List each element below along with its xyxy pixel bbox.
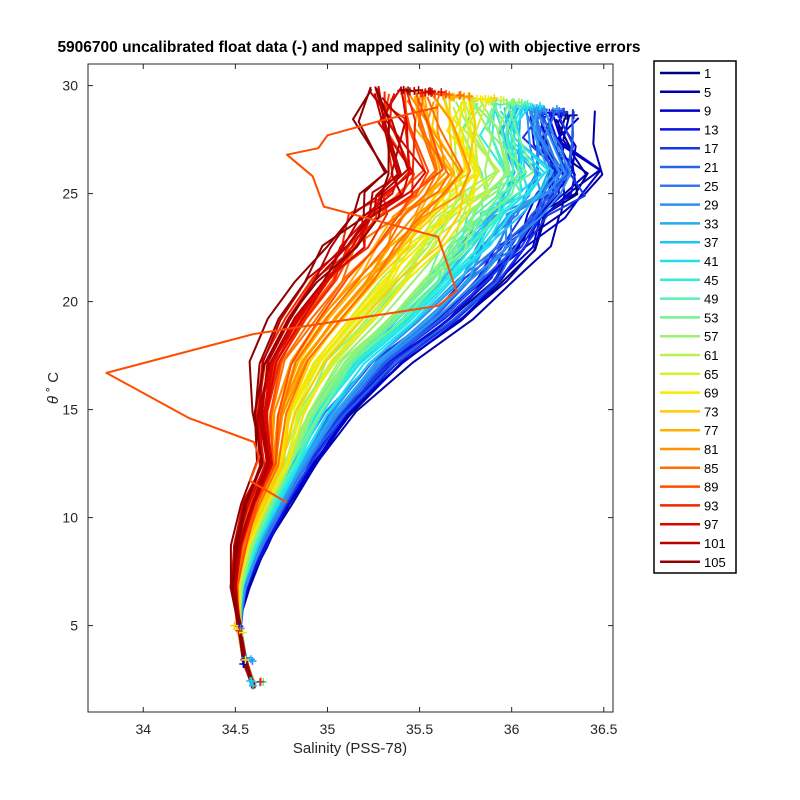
legend-entry-label: 81 (704, 442, 718, 457)
y-tick-label: 10 (62, 510, 78, 526)
mapped-salinity-marker (465, 92, 474, 101)
mapped-salinity-marker (442, 89, 451, 98)
mapped-salinity-marker (248, 681, 257, 690)
legend-entry-label: 33 (704, 216, 718, 231)
x-tick-label: 35.5 (406, 721, 433, 737)
legend-entry-label: 21 (704, 160, 718, 175)
legend-entry-label: 29 (704, 198, 718, 213)
anomalous-profile-line (105, 106, 458, 504)
legend-entry-label: 5 (704, 85, 711, 100)
x-tick-label: 36.5 (590, 721, 617, 737)
legend-entry-label: 97 (704, 517, 718, 532)
legend-entry-label: 41 (704, 254, 718, 269)
profile-line (234, 90, 409, 686)
y-axis-label-theta: θ (45, 396, 62, 404)
mapped-salinity-marker (490, 94, 499, 103)
legend-entry-label: 57 (704, 329, 718, 344)
mapped-salinity-marker (536, 101, 545, 110)
x-axis-ticks: 34 34.5 35 35.5 36 36.5 (135, 64, 618, 737)
y-tick-label: 5 (70, 618, 78, 634)
legend-entry-label: 61 (704, 348, 718, 363)
legend-entry-label: 25 (704, 179, 718, 194)
y-tick-label: 15 (62, 402, 78, 418)
y-axis-ticks: 5 10 15 20 25 30 (62, 78, 613, 634)
legend: 1 5 9 13 17 21 25 29 33 37 41 45 49 53 57 61 65 69 73 77 81 8… (653, 60, 737, 574)
mapped-salinity-marker (248, 657, 257, 666)
x-tick-label: 34 (135, 721, 151, 737)
legend-entry-label: 77 (704, 423, 718, 438)
series-layer (105, 85, 604, 690)
y-tick-label: 30 (62, 78, 78, 94)
y-tick-label: 25 (62, 186, 78, 202)
mapped-salinity-marker (239, 628, 248, 637)
mapped-salinity-marker (497, 96, 506, 105)
x-axis-label: Salinity (PSS-78) (293, 740, 407, 757)
legend-entry-label: 69 (704, 386, 718, 401)
mapped-salinity-marker (426, 87, 435, 96)
legend-entry-label: 45 (704, 273, 718, 288)
x-tick-label: 34.5 (222, 721, 249, 737)
mapped-salinity-marker (552, 104, 561, 113)
x-tick-label: 36 (504, 721, 520, 737)
legend-entry-label: 105 (704, 555, 726, 570)
legend-entry-label: 65 (704, 367, 718, 382)
mapped-salinity-marker (239, 659, 248, 668)
legend-entry-label: 49 (704, 292, 718, 307)
mapped-salinity-marker (448, 92, 457, 101)
y-axis-label: θ ˚ C (45, 372, 62, 404)
mapped-salinity-marker (456, 90, 465, 99)
mapped-salinity-marker (399, 85, 408, 94)
legend-items: 1 5 9 13 17 21 25 29 33 37 41 45 49 53 57 61 65 69 73 77 81 8… (660, 66, 726, 570)
legend-entry-label: 37 (704, 235, 718, 250)
legend-entry-label: 1 (704, 66, 711, 81)
chart-title: 5906700 uncalibrated float data (-) and … (57, 39, 640, 56)
mapped-salinity-marker (246, 677, 255, 686)
legend-entry-label: 9 (704, 104, 711, 119)
legend-entry-label: 85 (704, 461, 718, 476)
mapped-salinity-marker (256, 677, 265, 686)
profile-line (229, 88, 388, 685)
legend-entry-label: 73 (704, 404, 718, 419)
legend-entry-label: 53 (704, 310, 718, 325)
legend-entry-label: 17 (704, 141, 718, 156)
mapped-salinity-marker (235, 626, 244, 635)
y-tick-label: 20 (62, 294, 78, 310)
mapped-salinity-marker (414, 86, 423, 95)
mapped-salinity-marker (481, 94, 490, 103)
mapped-salinity-marker (437, 88, 446, 97)
legend-entry-label: 89 (704, 480, 718, 495)
mapped-salinity-marker (508, 97, 517, 106)
legend-entry-label: 101 (704, 536, 726, 551)
x-tick-label: 35 (320, 721, 336, 737)
mapped-salinity-marker (230, 621, 239, 630)
legend-entry-label: 93 (704, 498, 718, 513)
y-axis-label-unit: ˚ C (45, 372, 62, 392)
mapped-salinity-marker (523, 99, 532, 108)
legend-entry-label: 13 (704, 122, 718, 137)
mapped-salinity-marker (241, 655, 250, 664)
